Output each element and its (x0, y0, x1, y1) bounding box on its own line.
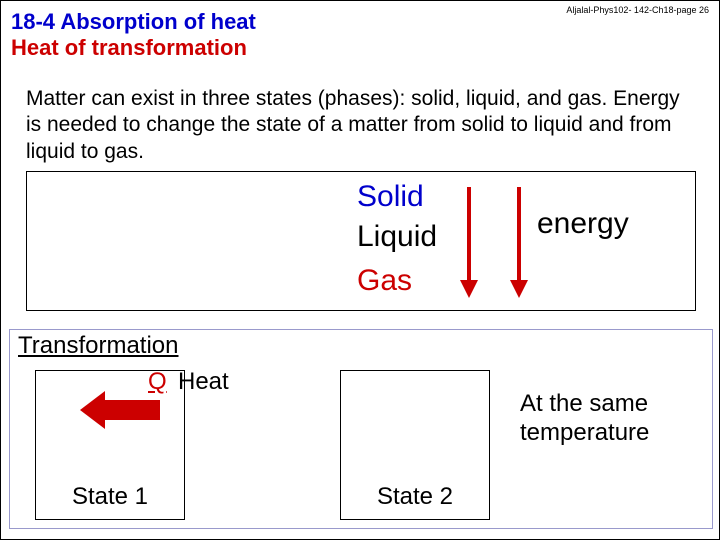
heat-label: Heat (178, 368, 229, 396)
intro-paragraph: Matter can exist in three states (phases… (26, 86, 694, 165)
state2-label: State 2 (341, 483, 489, 511)
same-temp-line2: temperature (520, 419, 649, 446)
title-main: 18-4 Absorption of heat (11, 9, 256, 35)
title-section: 18-4 Absorption of heat Heat of transfor… (11, 9, 256, 61)
same-temp-line1: At the same (520, 390, 648, 417)
q-label: Q (148, 368, 167, 396)
down-arrow-2-line (517, 187, 521, 282)
phase-solid-label: Solid (357, 180, 424, 214)
down-arrow-1-head (460, 280, 478, 298)
down-arrow-2-head (510, 280, 528, 298)
phase-liquid-label: Liquid (357, 220, 437, 254)
transformation-box: Transformation State 1 Q Heat State 2 At… (9, 329, 713, 529)
header-reference: Aljalal-Phys102- 142-Ch18-page 26 (566, 5, 709, 15)
title-sub: Heat of transformation (11, 35, 256, 61)
state2-box: State 2 (340, 370, 490, 520)
down-arrow-1-line (467, 187, 471, 282)
state1-label: State 1 (36, 483, 184, 511)
energy-label: energy (537, 207, 629, 241)
phase-gas-label: Gas (357, 264, 412, 298)
transformation-title: Transformation (18, 332, 179, 360)
phase-diagram-box: Solid Liquid Gas energy (26, 171, 696, 311)
heat-arrow-body (100, 400, 160, 420)
same-temperature-note: At the same temperature (520, 390, 649, 448)
